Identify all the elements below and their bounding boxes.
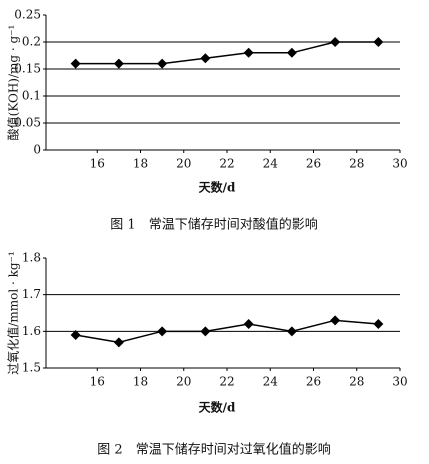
data-line bbox=[75, 41, 379, 65]
y-tick-label: 0.2 bbox=[22, 35, 41, 49]
x-tick-label: 24 bbox=[263, 375, 279, 389]
x-tick-label: 18 bbox=[133, 375, 148, 389]
x-tick-label: 16 bbox=[90, 375, 105, 389]
data-point bbox=[243, 319, 254, 329]
x-tick-label: 18 bbox=[133, 157, 148, 171]
y-tick-label: 1.8 bbox=[22, 251, 41, 265]
y-axis-label: 过氧化值/mmol · kg⁻¹ bbox=[6, 251, 21, 374]
x-tick-label: 20 bbox=[176, 157, 191, 171]
x-tick-label: 16 bbox=[90, 157, 105, 171]
data-point bbox=[243, 47, 254, 58]
x-tick-label: 30 bbox=[392, 375, 407, 389]
chart-title: 图 2 常温下储存时间对过氧化值的影响 bbox=[97, 442, 330, 458]
x-tick-label: 28 bbox=[349, 157, 364, 171]
data-point bbox=[113, 58, 124, 69]
data-point bbox=[70, 58, 81, 69]
data-point bbox=[200, 326, 211, 337]
x-axis-label: 天数/d bbox=[199, 180, 236, 195]
data-point bbox=[373, 319, 384, 329]
x-tick-label: 20 bbox=[176, 375, 191, 389]
y-axis-label: 酸值(KOH)/mg · g⁻¹ bbox=[6, 25, 21, 141]
data-point bbox=[157, 58, 168, 69]
chart-title: 图 1 常温下储存时间对酸值的影响 bbox=[110, 217, 317, 233]
y-tick-label: 0 bbox=[33, 143, 41, 157]
data-point bbox=[70, 330, 81, 340]
data-point bbox=[286, 326, 297, 337]
y-tick-label: 0.15 bbox=[14, 62, 41, 76]
data-point bbox=[330, 315, 341, 326]
data-point bbox=[330, 37, 341, 47]
data-point bbox=[200, 53, 211, 64]
x-tick-label: 24 bbox=[263, 157, 279, 171]
y-tick-label: 1.5 bbox=[22, 361, 41, 375]
x-tick-label: 22 bbox=[219, 375, 234, 389]
y-tick-label: 0.1 bbox=[22, 89, 41, 103]
data-point bbox=[286, 47, 297, 58]
y-tick-label: 0.05 bbox=[14, 116, 41, 130]
data-point bbox=[157, 326, 168, 337]
data-point bbox=[113, 337, 124, 348]
y-tick-label: 0.25 bbox=[14, 8, 41, 22]
y-tick-label: 1.6 bbox=[22, 324, 41, 338]
x-axis-label: 天数/d bbox=[199, 400, 236, 415]
x-tick-label: 26 bbox=[306, 157, 321, 171]
data-line bbox=[75, 319, 379, 344]
data-point bbox=[373, 37, 384, 47]
y-tick-label: 1.7 bbox=[22, 287, 41, 301]
x-tick-label: 28 bbox=[349, 375, 364, 389]
x-tick-label: 30 bbox=[392, 157, 407, 171]
x-tick-label: 26 bbox=[306, 375, 321, 389]
x-tick-label: 22 bbox=[219, 157, 234, 171]
